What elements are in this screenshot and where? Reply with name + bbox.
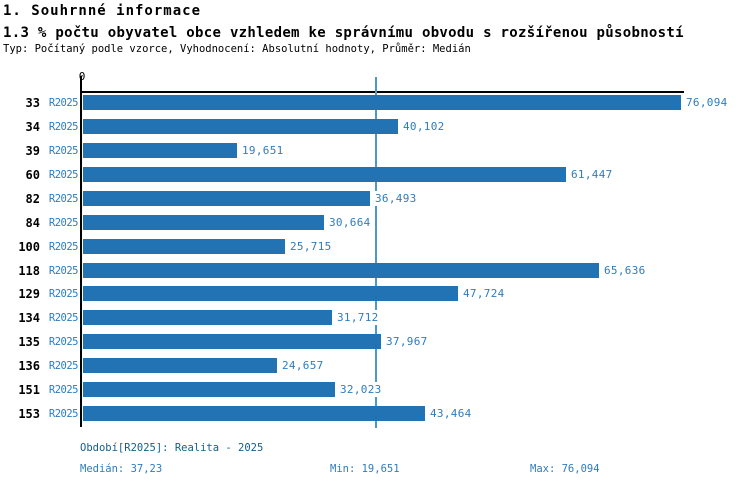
bar-row: 84 R2025 30,664 xyxy=(0,215,750,230)
y-axis-line xyxy=(80,76,82,427)
bar-value-label: 76,094 xyxy=(685,95,729,110)
bar-value-label: 37,967 xyxy=(385,334,429,349)
bar-value-label: 32,023 xyxy=(339,382,383,397)
max-stat: Max: 76,094 xyxy=(530,463,600,475)
row-series-label: R2025 xyxy=(48,193,79,205)
bar-value-label: 19,651 xyxy=(241,143,285,158)
period-label: Období[R2025]: Realita - 2025 xyxy=(80,442,264,454)
bar-value-label: 61,447 xyxy=(570,167,614,182)
row-series-label: R2025 xyxy=(48,288,79,300)
bar-value-label: 36,493 xyxy=(374,191,418,206)
bar-row: 151 R2025 32,023 xyxy=(0,382,750,397)
row-series-label: R2025 xyxy=(48,336,79,348)
bar xyxy=(83,95,681,110)
row-category-label: 39 xyxy=(25,144,40,158)
median-line xyxy=(375,77,377,428)
bar xyxy=(83,358,277,373)
row-series-label: R2025 xyxy=(48,97,79,109)
row-series-label: R2025 xyxy=(48,169,79,181)
median-stat: Medián: 37,23 xyxy=(80,463,163,475)
bar-row: 135 R2025 37,967 xyxy=(0,334,750,349)
page-title: 1. Souhrnné informace xyxy=(3,3,202,19)
bar-row: 39 R2025 19,651 xyxy=(0,143,750,158)
row-category-label: 153 xyxy=(18,407,40,421)
bar xyxy=(83,119,398,134)
bar-value-label: 43,464 xyxy=(429,406,473,421)
row-category-label: 82 xyxy=(25,192,40,206)
row-series-label: R2025 xyxy=(48,217,79,229)
bar-value-label: 65,636 xyxy=(603,263,647,278)
bar-value-label: 25,715 xyxy=(289,239,333,254)
row-series-label: R2025 xyxy=(48,145,79,157)
row-category-label: 100 xyxy=(18,240,40,254)
row-category-label: 34 xyxy=(25,120,40,134)
row-category-label: 33 xyxy=(25,96,40,110)
row-category-label: 118 xyxy=(18,264,40,278)
bar-row: 100 R2025 25,715 xyxy=(0,239,750,254)
bar-value-label: 24,657 xyxy=(281,358,325,373)
bar xyxy=(83,382,335,397)
row-category-label: 136 xyxy=(18,359,40,373)
row-category-label: 135 xyxy=(18,335,40,349)
row-series-label: R2025 xyxy=(48,408,79,420)
bar-row: 60 R2025 61,447 xyxy=(0,167,750,182)
bar xyxy=(83,167,566,182)
bar xyxy=(83,310,332,325)
row-series-label: R2025 xyxy=(48,384,79,396)
row-category-label: 129 xyxy=(18,287,40,301)
row-category-label: 151 xyxy=(18,383,40,397)
bar xyxy=(83,191,370,206)
row-category-label: 134 xyxy=(18,311,40,325)
bar-row: 136 R2025 24,657 xyxy=(0,358,750,373)
bar-value-label: 40,102 xyxy=(402,119,446,134)
x-axis-zero-label: 0 xyxy=(78,70,86,83)
row-category-label: 84 xyxy=(25,216,40,230)
bar-row: 118 R2025 65,636 xyxy=(0,263,750,278)
indicator-meta: Typ: Počítaný podle vzorce, Vyhodnocení:… xyxy=(3,43,471,55)
bar-row: 82 R2025 36,493 xyxy=(0,191,750,206)
min-stat: Min: 19,651 xyxy=(330,463,400,475)
row-series-label: R2025 xyxy=(48,121,79,133)
bar-row: 134 R2025 31,712 xyxy=(0,310,750,325)
row-series-label: R2025 xyxy=(48,312,79,324)
row-series-label: R2025 xyxy=(48,241,79,253)
bar-row: 34 R2025 40,102 xyxy=(0,119,750,134)
bar xyxy=(83,239,285,254)
bar-value-label: 31,712 xyxy=(336,310,380,325)
bar xyxy=(83,215,324,230)
x-axis-line xyxy=(80,91,684,93)
row-category-label: 60 xyxy=(25,168,40,182)
bar xyxy=(83,143,237,158)
bar-value-label: 47,724 xyxy=(462,286,506,301)
bar xyxy=(83,286,458,301)
row-series-label: R2025 xyxy=(48,360,79,372)
bar-row: 33 R2025 76,094 xyxy=(0,95,750,110)
row-series-label: R2025 xyxy=(48,265,79,277)
bar-row: 129 R2025 47,724 xyxy=(0,286,750,301)
bar-value-label: 30,664 xyxy=(328,215,372,230)
bar-row: 153 R2025 43,464 xyxy=(0,406,750,421)
bar xyxy=(83,334,381,349)
indicator-title: 1.3 % počtu obyvatel obce vzhledem ke sp… xyxy=(3,25,684,41)
bar xyxy=(83,263,599,278)
bar xyxy=(83,406,425,421)
